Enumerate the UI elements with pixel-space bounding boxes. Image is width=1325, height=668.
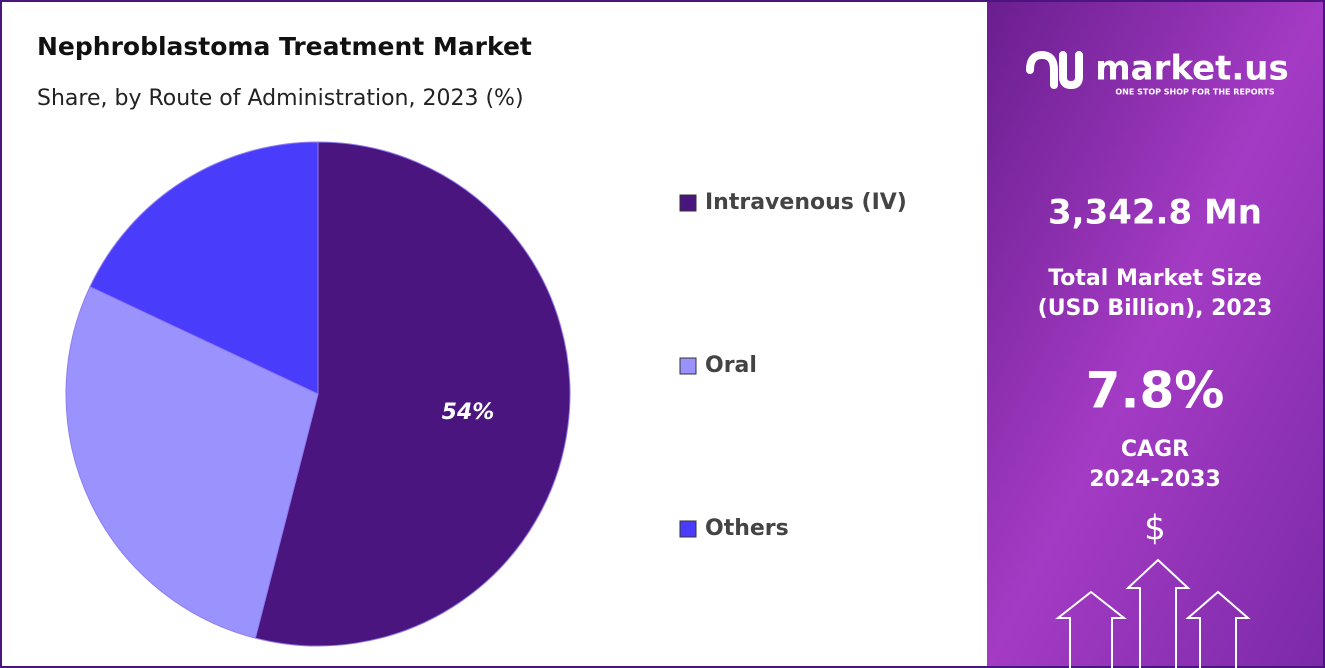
legend-swatch	[679, 520, 697, 538]
chart-title: Nephroblastoma Treatment Market	[37, 32, 532, 61]
cagr-label: CAGR	[1121, 437, 1189, 462]
legend-swatch	[679, 357, 697, 375]
market-size: 3,342.8 Mn	[1048, 193, 1262, 233]
cagr-period: 2024-2033	[1089, 467, 1221, 492]
legend-label: Others	[705, 516, 789, 541]
market-size-label: Total Market Size	[1048, 266, 1262, 291]
legend-swatch	[679, 194, 697, 212]
currency-icon: $	[1144, 509, 1166, 549]
logo: market.us	[1095, 49, 1289, 89]
pie-slice	[89, 141, 319, 395]
logo-icon	[1026, 50, 1083, 90]
cagr-value: 7.8%	[1086, 362, 1225, 420]
legend: Intravenous (IV) Oral Others	[679, 190, 907, 541]
arrows-icon	[1055, 558, 1251, 668]
pie-slice	[254, 141, 571, 647]
tagline: ONE STOP SHOP FOR THE REPORTS	[1115, 88, 1274, 97]
legend-label: Intravenous (IV)	[705, 190, 907, 215]
side-panel	[987, 2, 1323, 666]
market-size-label: (USD Billion), 2023	[1038, 296, 1273, 321]
pie-slice	[65, 286, 319, 639]
pie: 54%	[65, 141, 571, 647]
data-label: 54%	[442, 400, 495, 425]
legend-label: Oral	[705, 353, 757, 378]
chart-subtitle: Share, by Route of Administration, 2023 …	[37, 86, 524, 111]
